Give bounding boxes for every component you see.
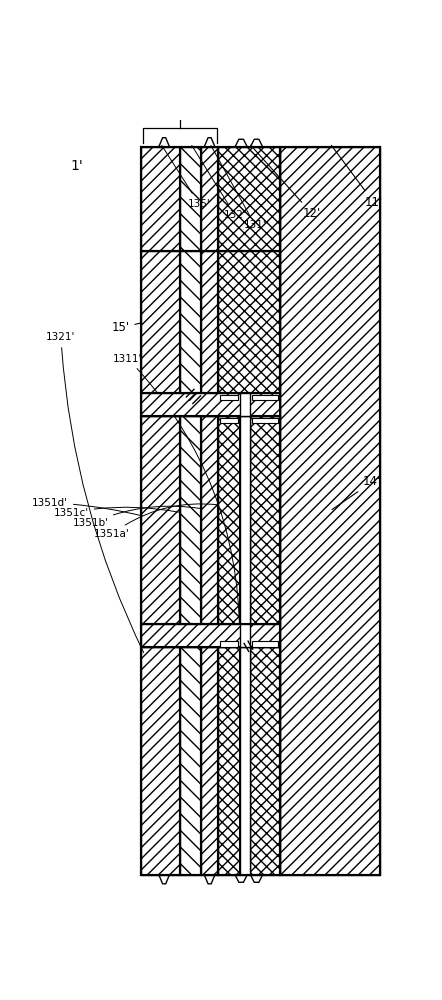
Text: 1321': 1321' bbox=[46, 332, 144, 653]
Bar bbox=[240, 647, 251, 875]
Bar bbox=[141, 251, 179, 393]
Bar bbox=[141, 393, 280, 416]
Bar bbox=[218, 147, 280, 251]
Bar bbox=[179, 647, 201, 875]
Bar bbox=[251, 647, 280, 875]
Bar bbox=[240, 624, 251, 647]
Bar bbox=[179, 147, 201, 251]
Bar bbox=[220, 395, 238, 400]
Bar bbox=[141, 416, 179, 624]
Bar bbox=[201, 416, 218, 624]
Bar bbox=[179, 251, 201, 393]
Bar bbox=[252, 395, 278, 400]
Bar bbox=[201, 251, 218, 393]
Text: 1351d': 1351d' bbox=[32, 498, 142, 516]
Bar bbox=[201, 416, 218, 624]
Text: 131': 131' bbox=[211, 146, 267, 230]
Text: 14': 14' bbox=[332, 475, 381, 510]
Text: 132': 132' bbox=[192, 145, 246, 220]
Bar bbox=[218, 251, 280, 393]
Bar bbox=[201, 647, 218, 875]
Bar bbox=[141, 647, 179, 875]
Bar bbox=[141, 647, 179, 875]
Bar bbox=[141, 624, 280, 647]
Bar bbox=[218, 647, 240, 875]
Bar bbox=[240, 416, 251, 624]
Bar bbox=[218, 416, 240, 624]
Bar bbox=[141, 147, 179, 251]
Text: 1351b': 1351b' bbox=[73, 506, 200, 528]
Text: 1351c': 1351c' bbox=[53, 507, 179, 518]
Bar bbox=[251, 416, 280, 624]
Bar bbox=[218, 416, 240, 624]
Bar bbox=[141, 393, 280, 416]
Bar bbox=[141, 624, 280, 647]
Bar bbox=[218, 147, 280, 251]
Bar bbox=[220, 641, 238, 647]
Bar bbox=[252, 641, 278, 647]
Bar bbox=[179, 251, 201, 393]
Bar bbox=[179, 647, 201, 875]
Text: 11': 11' bbox=[332, 145, 383, 209]
Bar bbox=[179, 416, 201, 624]
Bar bbox=[201, 147, 218, 251]
Text: 1': 1' bbox=[70, 159, 83, 173]
Bar bbox=[201, 647, 218, 875]
Text: 1311': 1311' bbox=[113, 354, 240, 633]
Text: 12': 12' bbox=[251, 145, 321, 220]
Text: 1351a': 1351a' bbox=[94, 504, 217, 539]
Bar bbox=[201, 147, 218, 251]
Bar bbox=[141, 147, 179, 251]
Bar bbox=[240, 393, 251, 416]
Bar bbox=[179, 416, 201, 624]
Bar bbox=[251, 416, 280, 624]
Bar bbox=[201, 251, 218, 393]
Text: 15': 15' bbox=[111, 321, 140, 334]
Bar bbox=[218, 647, 240, 875]
Bar bbox=[141, 416, 179, 624]
Bar bbox=[179, 147, 201, 251]
Bar bbox=[252, 418, 278, 423]
Bar bbox=[280, 147, 380, 875]
Text: 135': 135' bbox=[162, 145, 210, 209]
Text: 13': 13' bbox=[0, 999, 1, 1000]
Bar bbox=[218, 251, 280, 393]
Bar bbox=[220, 418, 238, 423]
Bar bbox=[251, 647, 280, 875]
Bar bbox=[141, 251, 179, 393]
Bar bbox=[280, 147, 380, 875]
